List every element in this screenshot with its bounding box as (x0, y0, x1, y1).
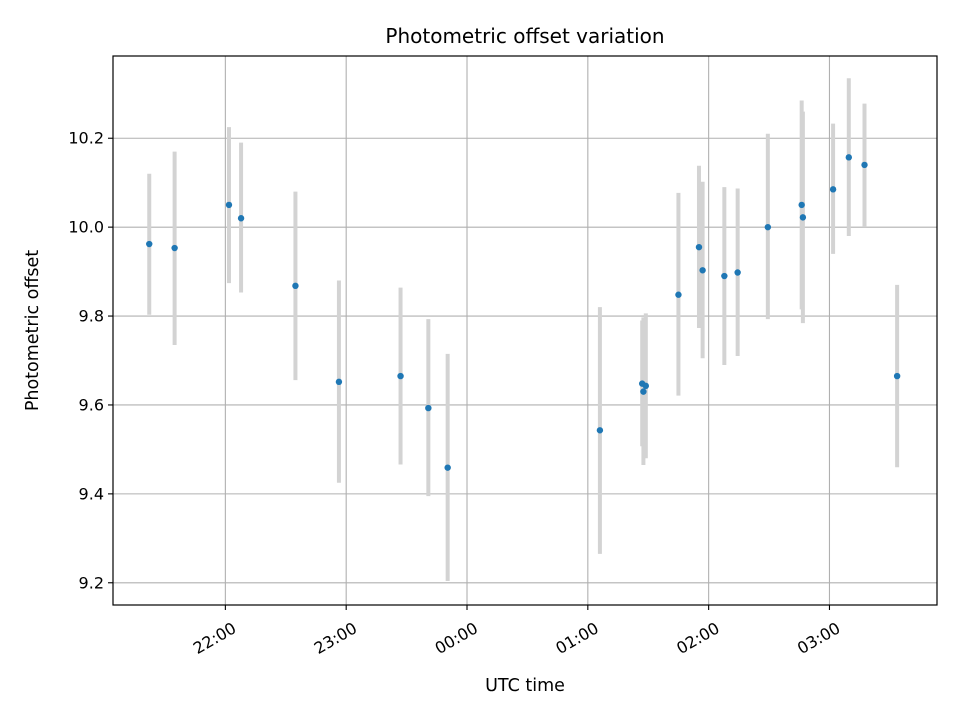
data-point-11 (640, 388, 647, 395)
data-point-14 (695, 243, 703, 251)
data-point-13 (675, 291, 682, 298)
data-point-22 (845, 154, 853, 161)
data-point-1 (171, 244, 178, 252)
data-point-2 (225, 201, 233, 209)
data-point-24 (893, 372, 901, 380)
data-point-6 (397, 372, 404, 380)
grid (113, 56, 937, 605)
data-point-18 (764, 223, 772, 231)
y-axis-label: Photometric offset (23, 250, 43, 411)
y-tick-label-3: 9.8 (79, 307, 104, 326)
data-point-16 (721, 272, 728, 280)
data-point-20 (799, 214, 807, 221)
data-point-23 (861, 161, 868, 169)
data-point-12 (642, 382, 650, 390)
data-point-9 (596, 427, 604, 434)
data-point-7 (425, 404, 432, 412)
data-point-5 (335, 378, 343, 386)
y-tick-label-5: 10.2 (68, 129, 104, 148)
data-point-17 (734, 269, 741, 276)
y-tick-label-1: 9.4 (79, 484, 104, 503)
data-point-0 (146, 240, 153, 248)
data-point-15 (699, 267, 706, 274)
x-axis-label: UTC time (485, 676, 565, 696)
data-points (146, 154, 901, 471)
y-tick-label-2: 9.6 (79, 395, 104, 414)
y-tick-label-0: 9.2 (79, 573, 104, 592)
data-point-21 (829, 186, 837, 193)
data-point-8 (444, 464, 451, 471)
chart-title: Photometric offset variation (385, 24, 664, 48)
data-point-3 (237, 215, 245, 222)
data-point-19 (798, 201, 805, 209)
data-point-4 (292, 282, 299, 290)
plot-frame (112, 55, 938, 606)
y-tick-label-4: 10.0 (68, 218, 104, 237)
